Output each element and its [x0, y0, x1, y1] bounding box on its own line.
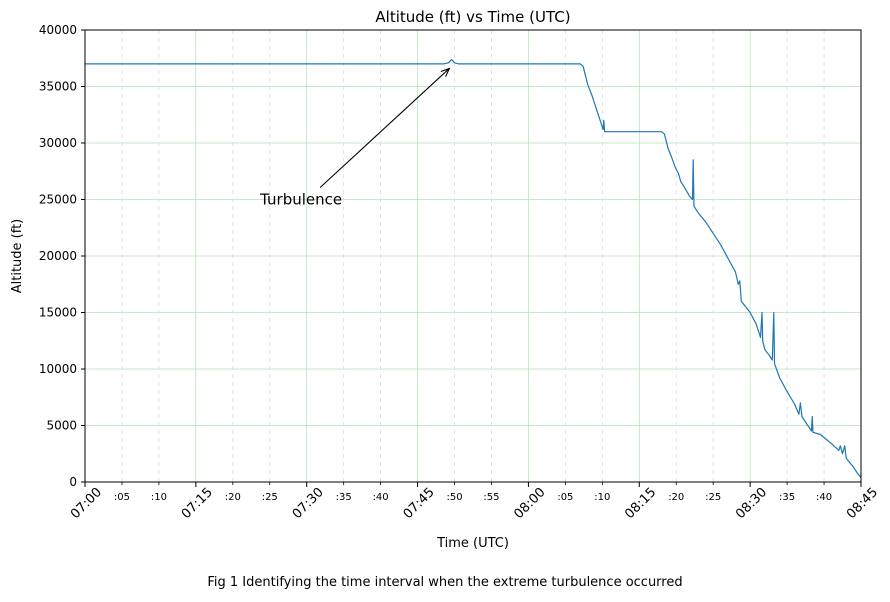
x-major-tick-label: 08:45: [844, 485, 881, 522]
chart-title: Altitude (ft) vs Time (UTC): [375, 8, 570, 26]
y-tick-label: 25000: [39, 193, 77, 207]
y-tick-label: 15000: [39, 306, 77, 320]
figure-caption: Fig 1 Identifying the time interval when…: [207, 575, 683, 590]
y-tick-label: 10000: [39, 362, 77, 376]
annotation-arrow-head: [440, 67, 451, 77]
x-minor-tick-label: :35: [779, 492, 795, 503]
y-tick-label: 5000: [46, 419, 77, 433]
altitude-series-line: [85, 58, 862, 478]
x-minor-tick-label: :10: [151, 492, 167, 503]
x-axis-label: Time (UTC): [436, 536, 509, 551]
x-minor-tick-label: :20: [668, 492, 684, 503]
x-major-tick-label: 08:30: [733, 485, 770, 522]
annotation-arrow-line: [319, 68, 450, 188]
x-minor-tick-label: :35: [336, 492, 352, 503]
y-tick-label: 40000: [39, 23, 77, 37]
annotation-label: Turbulence: [259, 191, 342, 209]
x-minor-tick-label: :55: [483, 492, 499, 503]
series-layer: [85, 58, 862, 478]
x-minor-tick-label: :50: [446, 492, 462, 503]
x-minor-tick-label: :20: [225, 492, 241, 503]
x-minor-tick-label: :10: [594, 492, 610, 503]
y-tick-label: 30000: [39, 136, 77, 150]
x-major-tick-label: 07:30: [290, 485, 327, 522]
x-major-tick-label: 08:15: [622, 485, 659, 522]
x-major-tick-label: 08:00: [511, 485, 548, 522]
annotation-layer: Turbulence: [259, 67, 451, 209]
x-minor-tick-label: :40: [816, 492, 832, 503]
y-tick-label: 20000: [39, 249, 77, 263]
x-minor-tick-label: :40: [373, 492, 389, 503]
x-minor-tick-label: :05: [557, 492, 573, 503]
x-minor-tick-label: :25: [705, 492, 721, 503]
x-major-tick-label: 07:15: [179, 485, 216, 522]
y-axis-label: Altitude (ft): [10, 219, 25, 294]
altitude-chart: 0 5000 10000 15000 20000 25000 30000 35000 40000…: [10, 8, 881, 551]
x-major-tick-label: 07:00: [68, 485, 105, 522]
x-major-tick-label: 07:45: [401, 485, 438, 522]
grid-layer: [85, 30, 861, 482]
y-tick-label: 35000: [39, 80, 77, 94]
x-minor-tick-label: :25: [262, 492, 278, 503]
y-tick-label: 0: [69, 475, 77, 489]
axis-layer: 0 5000 10000 15000 20000 25000 30000 35000 40000…: [39, 23, 881, 522]
x-minor-tick-label: :05: [114, 492, 130, 503]
